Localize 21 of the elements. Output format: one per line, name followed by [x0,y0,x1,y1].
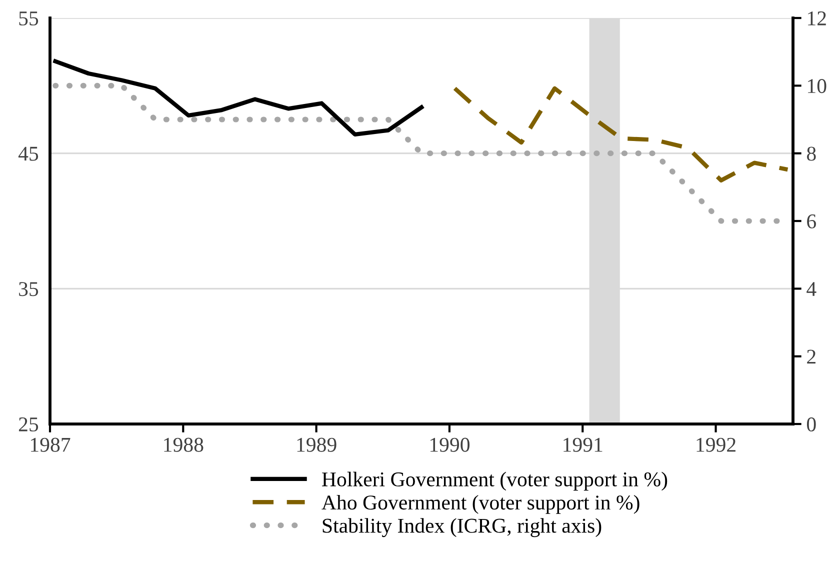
y2-tick-label: 12 [808,11,826,26]
y2-tick-label: 2 [807,350,816,364]
x-tick-label: 1991 [564,438,602,452]
y-tick-label: 55 [19,12,38,26]
y-tick-label: 45 [18,146,38,161]
y-tick-label: 25 [18,417,38,432]
x-tick-label: 1990 [430,438,470,452]
y2-tick-label: 0 [806,417,816,432]
line-series [452,86,790,182]
x-tick-label: 1987 [31,438,70,452]
y2-tick-label: 8 [806,146,816,161]
x-tick-label: 1988 [164,438,204,452]
x-tick-label: 1992 [696,438,736,452]
legend-label: Stability Index (ICRG, right axis) [322,518,602,538]
legend-label: Holkeri Government (voter support in %) [322,472,668,491]
legend-label: Aho Government (voter support in %) [322,494,640,514]
x-tick-label: 1989 [297,438,336,452]
y2-tick-label: 10 [808,79,826,94]
y-tick-label: 35 [19,282,38,296]
y2-tick-label: 4 [806,282,816,296]
y2-tick-label: 6 [807,214,816,228]
